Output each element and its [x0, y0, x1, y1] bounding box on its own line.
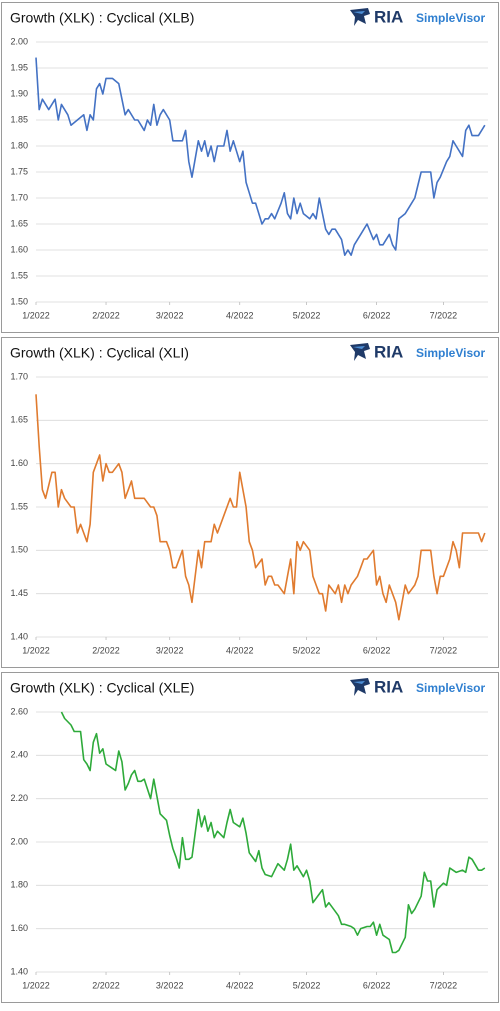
- y-tick-label: 2.00: [10, 836, 28, 846]
- x-tick-label: 2/2022: [92, 645, 120, 655]
- logo: RIA SimpleVisor: [350, 342, 485, 361]
- x-tick-label: 2/2022: [92, 310, 120, 320]
- x-tick-label: 6/2022: [363, 310, 391, 320]
- panel-frame: [1, 672, 499, 1003]
- x-tick-label: 3/2022: [156, 310, 184, 320]
- x-tick-label: 4/2022: [226, 310, 254, 320]
- y-tick-label: 1.75: [10, 166, 28, 176]
- logo-brand: RIA: [374, 7, 403, 26]
- y-tick-label: 1.65: [10, 218, 28, 228]
- logo-brand: RIA: [374, 342, 403, 361]
- y-tick-label: 2.60: [10, 706, 28, 716]
- logo-icon-accent: [353, 346, 365, 349]
- y-tick-label: 1.80: [10, 880, 28, 890]
- logo-product: SimpleVisor: [416, 681, 485, 695]
- logo: RIA SimpleVisor: [350, 7, 485, 26]
- x-tick-label: 1/2022: [22, 980, 50, 990]
- logo-product: SimpleVisor: [416, 11, 485, 25]
- x-tick-label: 4/2022: [226, 645, 254, 655]
- logo-product: SimpleVisor: [416, 346, 485, 360]
- y-tick-label: 2.20: [10, 793, 28, 803]
- y-tick-label: 1.55: [10, 501, 28, 511]
- x-tick-label: 7/2022: [430, 645, 458, 655]
- x-tick-label: 5/2022: [293, 980, 321, 990]
- x-tick-label: 1/2022: [22, 310, 50, 320]
- x-tick-label: 6/2022: [363, 980, 391, 990]
- logo: RIA SimpleVisor: [350, 677, 485, 696]
- panel-frame: [1, 337, 499, 668]
- x-tick-label: 5/2022: [293, 645, 321, 655]
- x-tick-label: 6/2022: [363, 645, 391, 655]
- logo-icon: [350, 678, 370, 696]
- data-line: [60, 711, 486, 954]
- y-tick-label: 1.55: [10, 270, 28, 280]
- data-line: [35, 57, 486, 256]
- logo-icon: [350, 343, 370, 361]
- y-tick-label: 1.95: [10, 62, 28, 72]
- y-tick-label: 1.90: [10, 88, 28, 98]
- y-tick-label: 1.80: [10, 140, 28, 150]
- y-tick-label: 1.45: [10, 588, 28, 598]
- logo-icon: [350, 8, 370, 26]
- y-tick-label: 1.85: [10, 114, 28, 124]
- x-tick-label: 2/2022: [92, 980, 120, 990]
- chart-title: Growth (XLK) : Cyclical (XLB): [10, 10, 194, 26]
- chart-title: Growth (XLK) : Cyclical (XLI): [10, 345, 189, 361]
- logo-icon-accent: [353, 11, 365, 14]
- y-tick-label: 1.40: [10, 966, 28, 976]
- y-tick-label: 1.60: [10, 244, 28, 254]
- y-tick-label: 1.60: [10, 458, 28, 468]
- chart-title: Growth (XLK) : Cyclical (XLE): [10, 680, 194, 696]
- y-tick-label: 2.00: [10, 36, 28, 46]
- y-tick-label: 1.50: [10, 296, 28, 306]
- logo-brand: RIA: [374, 677, 403, 696]
- y-tick-label: 2.40: [10, 750, 28, 760]
- x-tick-label: 3/2022: [156, 645, 184, 655]
- y-tick-label: 1.70: [10, 192, 28, 202]
- logo-icon-accent: [353, 681, 365, 684]
- y-tick-label: 1.65: [10, 415, 28, 425]
- y-tick-label: 1.40: [10, 631, 28, 641]
- y-tick-label: 1.50: [10, 545, 28, 555]
- x-tick-label: 3/2022: [156, 980, 184, 990]
- x-tick-label: 1/2022: [22, 645, 50, 655]
- x-tick-label: 5/2022: [293, 310, 321, 320]
- y-tick-label: 1.60: [10, 923, 28, 933]
- y-tick-label: 1.70: [10, 371, 28, 381]
- data-line: [35, 394, 486, 621]
- x-tick-label: 7/2022: [430, 310, 458, 320]
- panel-frame: [1, 2, 499, 333]
- x-tick-label: 4/2022: [226, 980, 254, 990]
- x-tick-label: 7/2022: [430, 980, 458, 990]
